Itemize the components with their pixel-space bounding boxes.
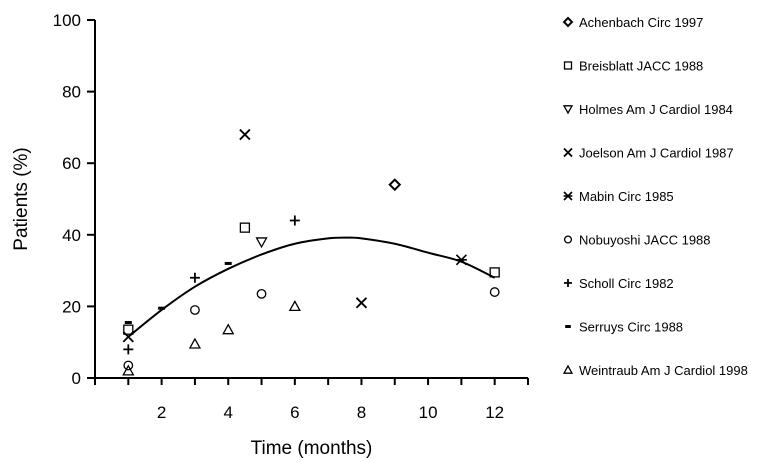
y-tick-label: 20	[62, 297, 81, 316]
data-point-triangle-down	[255, 237, 268, 249]
legend-item: Mabin Circ 1985	[563, 189, 674, 204]
x-tick-label: 4	[223, 403, 232, 422]
data-point-x	[239, 128, 251, 141]
data-point-square	[239, 222, 251, 233]
data-point-triangle-up	[288, 300, 301, 312]
legend-marker-diamond	[562, 16, 574, 28]
x-tick-label: 2	[157, 403, 166, 422]
legend-item: Scholl Circ 1982	[564, 276, 674, 291]
data-point-plus	[123, 344, 134, 355]
trend-line	[127, 236, 496, 338]
data-point-square	[489, 267, 500, 278]
legend-label: Serruys Circ 1988	[579, 320, 683, 335]
legend-label: Nobuyoshi JACC 1988	[579, 233, 711, 248]
data-point-square	[123, 324, 134, 335]
legend-label: Joelson Am J Cardiol 1987	[579, 146, 734, 161]
data-point-plus	[189, 272, 200, 283]
legend-item: Serruys Circ 1988	[565, 320, 683, 335]
data-point-x	[355, 297, 368, 309]
legend-marker-square	[563, 61, 573, 70]
legend-item: Achenbach Circ 1997	[562, 15, 703, 30]
x-tick-label: 12	[485, 403, 504, 422]
x-tick-label: 6	[290, 403, 299, 422]
data-point-triangle-up	[188, 337, 202, 349]
legend-marker-triangle-down	[562, 105, 574, 115]
data-point-plus	[289, 215, 300, 226]
legend-label: Achenbach Circ 1997	[579, 15, 703, 30]
data-point-triangle-up	[222, 323, 235, 335]
legend-item: Holmes Am J Cardiol 1984	[562, 102, 733, 117]
y-tick-label: 0	[72, 369, 81, 388]
y-ticks: 0 20 40 60 80 100	[53, 11, 95, 388]
legend-label: Weintraub Am J Cardiol 1998	[579, 363, 748, 378]
legend-label: Breisblatt JACC 1988	[579, 59, 703, 74]
data-point-circle	[256, 288, 267, 299]
legend-label: Holmes Am J Cardiol 1984	[579, 102, 733, 117]
legend-item: Joelson Am J Cardiol 1987	[563, 146, 734, 161]
x-tick-label: 10	[419, 403, 438, 422]
legend-label: Scholl Circ 1982	[579, 276, 674, 291]
data-point-diamond	[388, 178, 402, 192]
legend-item: Nobuyoshi JACC 1988	[563, 233, 711, 248]
legend-marker-asterisk	[563, 191, 573, 201]
x-ticks: 2 4 6 8 10 12	[94, 378, 529, 422]
data-points	[122, 128, 500, 376]
axes	[94, 20, 528, 379]
y-axis-title: Patients (%)	[11, 147, 32, 250]
legend-item: Weintraub Am J Cardiol 1998	[562, 363, 748, 378]
data-point-triangle-up	[122, 364, 135, 376]
legend-marker-plus	[564, 279, 572, 287]
legend: Achenbach Circ 1997 Breisblatt JACC 1988 H…	[562, 15, 748, 378]
y-tick-label: 60	[62, 154, 81, 173]
legend-marker-x	[563, 147, 573, 158]
y-tick-label: 80	[62, 83, 81, 102]
y-tick-label: 100	[53, 11, 81, 30]
data-point-circle	[123, 360, 134, 371]
x-tick-label: 8	[357, 403, 366, 422]
data-point-circle	[190, 305, 200, 315]
legend-item: Breisblatt JACC 1988	[563, 59, 703, 74]
data-point-x	[122, 331, 134, 343]
x-axis-title: Time (months)	[251, 438, 373, 459]
legend-label: Mabin Circ 1985	[579, 189, 674, 204]
legend-marker-circle	[563, 235, 573, 244]
legend-marker-triangle-up	[562, 364, 574, 374]
y-tick-label: 40	[62, 226, 81, 245]
data-point-asterisk	[455, 254, 467, 266]
data-point-circle	[489, 287, 500, 297]
